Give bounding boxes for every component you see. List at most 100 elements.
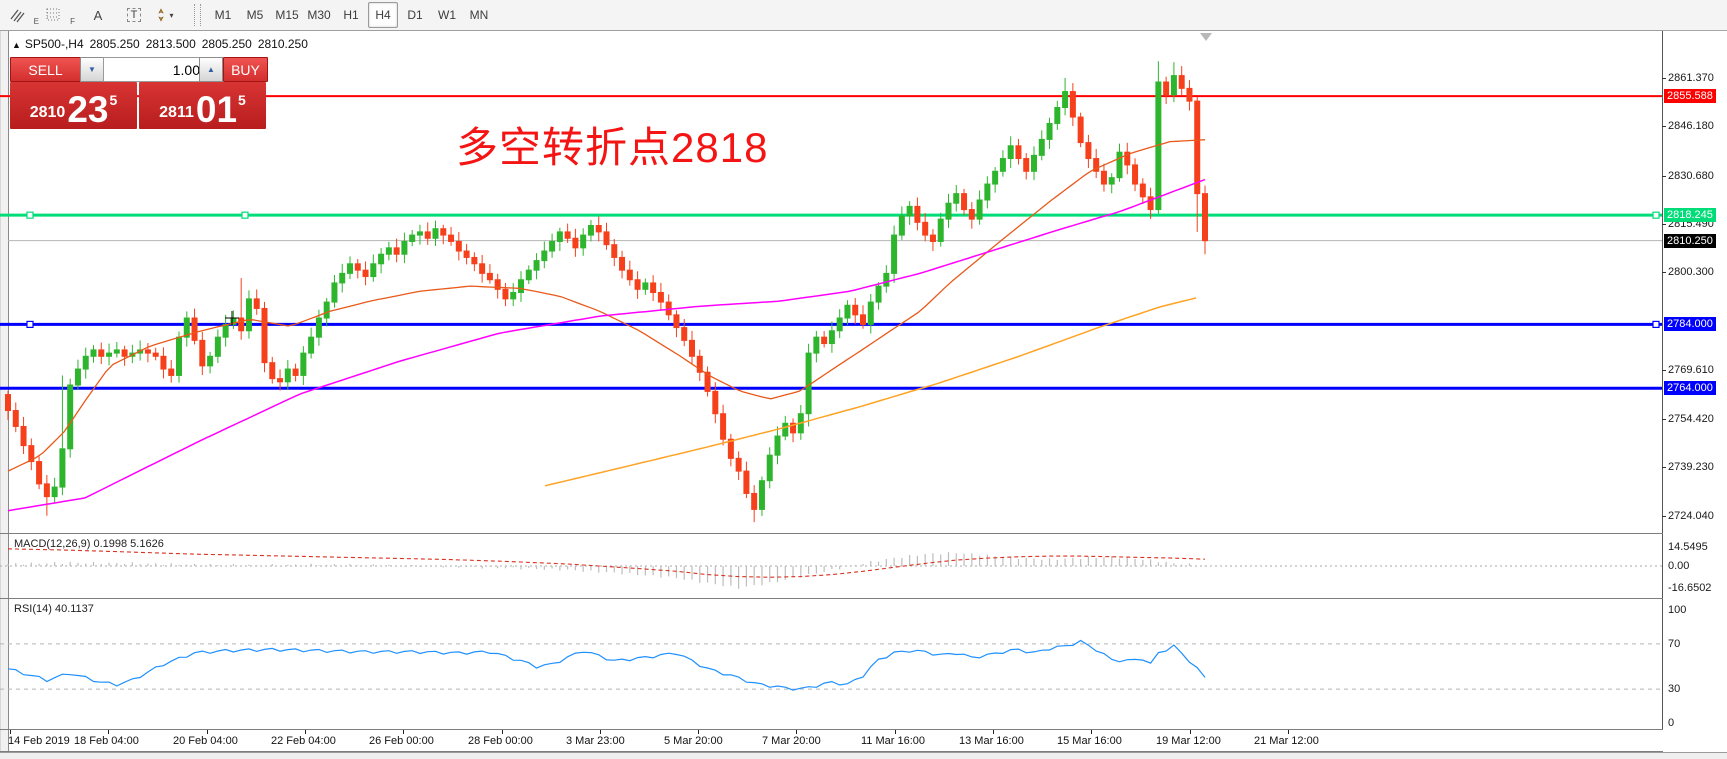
candle-body: [922, 221, 929, 236]
candle-body: [712, 390, 719, 415]
candle-body: [883, 272, 890, 287]
candle-body: [1147, 196, 1154, 211]
line-anchor-handle: [1652, 211, 1660, 219]
candle-body: [378, 253, 385, 265]
volume-input[interactable]: [103, 57, 207, 82]
plot-right-border: [1662, 30, 1663, 730]
main-chart-pane[interactable]: [0, 31, 1662, 533]
volume-decrease-button[interactable]: ▼: [80, 57, 104, 82]
candle-body: [261, 307, 268, 364]
text-box-icon: T: [126, 8, 142, 22]
macd-axis-label: 14.5495: [1668, 541, 1708, 553]
candle-body: [619, 256, 626, 271]
buy-price-handle: 2811: [159, 104, 194, 121]
candle-body: [650, 282, 657, 294]
price-tick-label: 2846.180: [1668, 120, 1714, 132]
date-tick: [1288, 730, 1289, 734]
candle-body: [191, 317, 198, 341]
candle-body: [953, 193, 960, 204]
timeframe-button-w1[interactable]: W1: [438, 8, 456, 22]
window-bottom-edge: [0, 752, 1727, 759]
price-tick: [1662, 176, 1666, 177]
candle-body: [1031, 154, 1037, 172]
candle-body: [898, 215, 905, 236]
timeframe-button-m5[interactable]: M5: [246, 8, 264, 22]
timeframe-button-m1[interactable]: M1: [214, 8, 232, 22]
text-box-button[interactable]: T: [117, 2, 151, 28]
date-tick: [895, 730, 896, 734]
candle-body: [1170, 75, 1177, 96]
price-tick: [1662, 224, 1666, 225]
sell-price-fraction: 5: [109, 92, 118, 108]
candle-body: [766, 454, 773, 482]
fibo-grid-button[interactable]: F: [45, 2, 79, 28]
candle-body: [292, 368, 299, 376]
candle-body: [945, 202, 952, 220]
candle-body: [518, 279, 524, 294]
ohlc-low: 2805.250: [201, 37, 252, 51]
date-tick-label: 19 Mar 12:00: [1156, 735, 1221, 747]
timeframe-button-h1[interactable]: H1: [343, 8, 359, 22]
candle-body: [409, 234, 416, 242]
sell-button[interactable]: SELL: [10, 57, 81, 82]
buy-price-display: 2811 01 5: [139, 82, 266, 129]
timeframe-button-h4[interactable]: H4: [368, 2, 398, 28]
candle-body: [1069, 91, 1076, 118]
symbol-marker-icon: ▲: [12, 40, 21, 50]
date-tick-label: 7 Mar 20:00: [762, 735, 821, 747]
rsi-bottom-border: [0, 729, 1663, 730]
sell-price-display: 2810 23 5: [10, 82, 137, 129]
price-badge-2855.588: 2855.588: [1664, 89, 1716, 103]
candle-body: [852, 304, 859, 316]
candle-body: [98, 349, 105, 357]
price-tick-label: 2800.300: [1668, 266, 1714, 278]
candle-body: [510, 292, 517, 300]
timeframe-button-mn[interactable]: MN: [469, 8, 489, 22]
date-tick-label: 18 Feb 04:00: [74, 735, 139, 747]
candle-body: [689, 339, 695, 357]
price-tick: [1662, 467, 1666, 468]
candle-body: [160, 355, 167, 370]
candle-body: [59, 448, 66, 488]
candle-body: [152, 352, 159, 357]
scroll-position-marker-icon: [1200, 33, 1212, 41]
candle-body: [1062, 91, 1069, 109]
candle-body: [867, 301, 874, 325]
macd-rsi-splitter[interactable]: [0, 598, 1663, 599]
candle-body: [1093, 158, 1100, 172]
candle-body: [20, 425, 27, 447]
equidistant-channel-button[interactable]: E: [9, 2, 43, 28]
candle-body: [587, 225, 594, 236]
candle-body: [580, 234, 587, 249]
candle-body: [144, 349, 151, 354]
candle-body: [541, 250, 548, 262]
timeframe-button-m15[interactable]: M15: [275, 8, 299, 22]
cursor-style-button[interactable]: ▾: [153, 2, 187, 28]
rsi-pane[interactable]: [0, 601, 1662, 729]
main-macd-splitter[interactable]: [0, 533, 1663, 534]
candle-body: [28, 445, 35, 463]
candle-body: [214, 336, 221, 357]
candle-body: [331, 282, 338, 303]
macd-pane[interactable]: [0, 536, 1662, 598]
candle-body: [891, 234, 898, 274]
timeframe-button-d1[interactable]: D1: [407, 8, 423, 22]
candle-body: [121, 349, 128, 357]
date-tick: [10, 730, 11, 734]
volume-increase-button[interactable]: ▲: [199, 57, 223, 82]
fibo-grid-icon: [46, 8, 60, 21]
candle-body: [704, 371, 711, 392]
candle-body: [1116, 151, 1123, 179]
ma-slow-orange-line: [544, 297, 1197, 487]
date-tick: [698, 730, 699, 734]
candle-body: [828, 330, 835, 345]
candle-body: [269, 362, 276, 380]
candle-body: [284, 368, 291, 383]
timeframe-button-m30[interactable]: M30: [307, 8, 331, 22]
buy-button[interactable]: BUY: [223, 57, 268, 82]
candle-body: [673, 314, 680, 329]
date-tick: [108, 730, 109, 734]
text-label-button[interactable]: A: [81, 2, 115, 28]
candle-body: [758, 480, 765, 510]
date-tick: [305, 730, 306, 734]
